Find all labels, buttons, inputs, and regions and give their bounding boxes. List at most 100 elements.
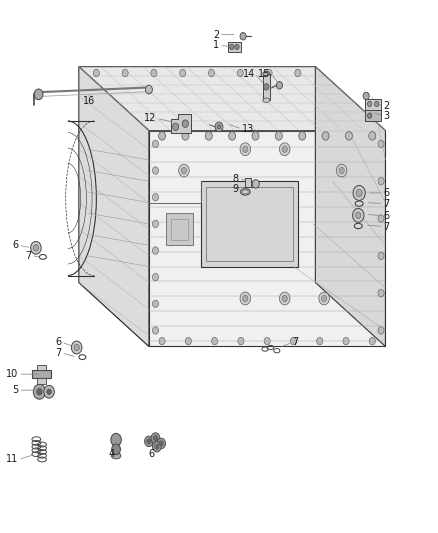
Circle shape	[290, 337, 297, 345]
Circle shape	[346, 132, 353, 140]
Text: 5: 5	[12, 385, 18, 395]
Text: 2: 2	[213, 30, 219, 39]
Text: 7: 7	[293, 337, 299, 347]
Circle shape	[378, 289, 384, 297]
Circle shape	[152, 273, 159, 281]
Polygon shape	[79, 282, 385, 346]
Circle shape	[151, 433, 160, 443]
Ellipse shape	[263, 98, 270, 102]
Text: 8: 8	[233, 174, 239, 183]
Circle shape	[159, 441, 163, 446]
Bar	[245, 178, 251, 187]
Bar	[206, 187, 293, 261]
Circle shape	[321, 295, 327, 302]
Circle shape	[159, 337, 165, 345]
Circle shape	[112, 444, 120, 455]
Bar	[263, 74, 270, 100]
Circle shape	[152, 193, 159, 201]
Circle shape	[240, 33, 246, 40]
Circle shape	[369, 337, 375, 345]
Circle shape	[229, 132, 236, 140]
Circle shape	[153, 435, 158, 441]
Circle shape	[151, 69, 157, 77]
Circle shape	[240, 292, 251, 305]
Circle shape	[367, 113, 372, 118]
Circle shape	[147, 439, 151, 444]
Circle shape	[182, 132, 189, 140]
Circle shape	[279, 143, 290, 156]
Circle shape	[74, 344, 79, 351]
Circle shape	[378, 252, 384, 260]
Circle shape	[356, 189, 362, 197]
Circle shape	[264, 337, 270, 345]
Text: 6: 6	[383, 211, 389, 221]
Circle shape	[252, 180, 259, 188]
Circle shape	[282, 146, 287, 152]
Circle shape	[180, 69, 186, 77]
Circle shape	[367, 101, 372, 107]
Circle shape	[317, 337, 323, 345]
Text: 10: 10	[6, 369, 18, 379]
Text: 15: 15	[258, 69, 271, 78]
Text: 6: 6	[383, 188, 389, 198]
Circle shape	[339, 167, 344, 174]
Circle shape	[243, 146, 248, 152]
Circle shape	[235, 44, 239, 50]
Circle shape	[212, 337, 218, 345]
Circle shape	[152, 167, 159, 174]
Circle shape	[152, 327, 159, 334]
Circle shape	[266, 69, 272, 77]
Bar	[37, 365, 46, 370]
Polygon shape	[315, 67, 385, 346]
Circle shape	[208, 69, 215, 77]
Circle shape	[276, 82, 283, 89]
Bar	[228, 42, 241, 52]
Circle shape	[217, 125, 221, 129]
Bar	[166, 213, 193, 245]
Circle shape	[378, 215, 384, 222]
Ellipse shape	[111, 453, 121, 459]
Circle shape	[111, 433, 121, 446]
Bar	[365, 109, 381, 121]
Circle shape	[319, 292, 329, 305]
Circle shape	[122, 69, 128, 77]
Circle shape	[237, 69, 244, 77]
Bar	[32, 370, 51, 378]
Circle shape	[343, 337, 349, 345]
Text: 4: 4	[109, 449, 115, 459]
Circle shape	[145, 436, 153, 447]
Text: 2: 2	[383, 101, 389, 110]
Circle shape	[152, 247, 159, 254]
Circle shape	[378, 140, 384, 148]
Circle shape	[173, 123, 179, 131]
Circle shape	[145, 85, 152, 94]
Circle shape	[322, 132, 329, 140]
Circle shape	[378, 327, 384, 334]
Circle shape	[152, 140, 159, 148]
Circle shape	[230, 44, 234, 50]
Circle shape	[185, 337, 191, 345]
Circle shape	[353, 185, 365, 200]
Circle shape	[182, 120, 188, 127]
Bar	[171, 219, 188, 240]
Bar	[37, 378, 46, 384]
Circle shape	[238, 337, 244, 345]
Text: 7: 7	[55, 348, 61, 358]
Circle shape	[378, 177, 384, 185]
Circle shape	[44, 385, 54, 398]
Circle shape	[240, 143, 251, 156]
Bar	[251, 181, 258, 187]
Circle shape	[181, 167, 187, 174]
Circle shape	[31, 241, 41, 254]
Polygon shape	[79, 67, 315, 282]
Text: 7: 7	[383, 199, 389, 208]
Circle shape	[205, 132, 212, 140]
Polygon shape	[79, 67, 149, 346]
Circle shape	[295, 69, 301, 77]
Circle shape	[93, 69, 99, 77]
Circle shape	[157, 438, 166, 449]
Ellipse shape	[263, 71, 270, 76]
Circle shape	[152, 441, 161, 452]
Circle shape	[215, 122, 223, 132]
Bar	[201, 181, 298, 266]
